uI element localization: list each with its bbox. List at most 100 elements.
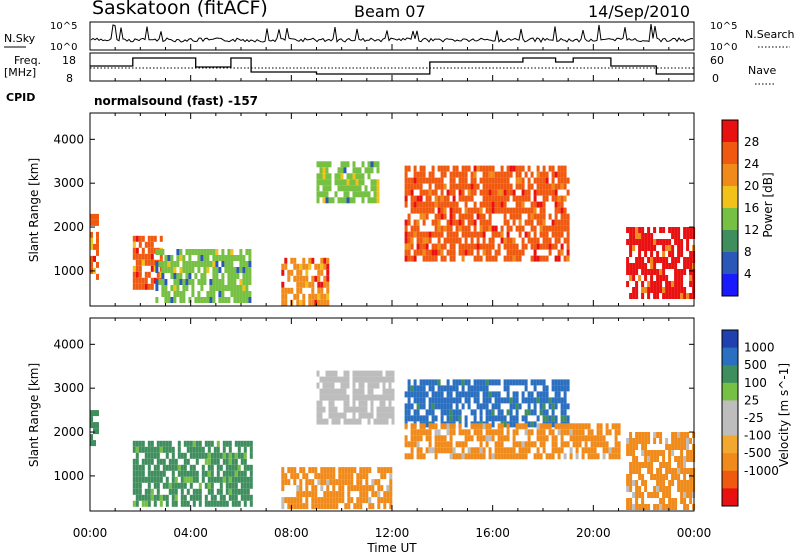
heatmap-cell <box>302 293 306 300</box>
heatmap-cell <box>677 474 681 480</box>
heatmap-cell <box>554 225 558 232</box>
heatmap-cell <box>497 195 501 202</box>
heatmap-cell <box>437 397 441 404</box>
heatmap-cell <box>407 403 411 410</box>
heatmap-cell <box>536 243 540 250</box>
heatmap-cell <box>515 183 519 190</box>
heatmap-cell <box>173 285 177 291</box>
heatmap-cell <box>334 406 338 413</box>
heatmap-cell <box>533 207 537 214</box>
colorbar-swatch <box>722 330 738 349</box>
heatmap-cell <box>234 464 238 471</box>
heatmap-cell <box>488 415 492 422</box>
colorbar-swatch <box>722 453 738 472</box>
heatmap-cell <box>431 243 435 250</box>
heatmap-cell <box>647 456 651 462</box>
heatmap-cell <box>346 406 350 413</box>
heatmap-cell <box>341 473 345 480</box>
heatmap-cell <box>455 391 459 398</box>
heatmap-cell <box>332 491 336 498</box>
heatmap-cell <box>554 189 558 196</box>
heatmap-cell <box>470 195 474 202</box>
heatmap-cell <box>246 440 250 447</box>
heatmap-cell <box>551 429 555 436</box>
heatmap-cell <box>221 285 225 291</box>
heatmap-cell <box>325 167 329 174</box>
heatmap-cell <box>296 281 300 288</box>
heatmap-cell <box>231 488 235 495</box>
heatmap-cell <box>557 201 561 208</box>
heatmap-cell <box>352 400 356 407</box>
heatmap-cell <box>299 485 303 492</box>
heatmap-cell <box>367 167 371 174</box>
heatmap-cell <box>368 467 372 474</box>
heatmap-cell <box>518 213 522 220</box>
heatmap-cell <box>249 464 253 471</box>
velocity-colorbar <box>721 329 739 507</box>
heatmap-cell <box>506 453 510 460</box>
heatmap-cell <box>542 183 546 190</box>
heatmap-cell <box>560 441 564 448</box>
heatmap-cell <box>584 423 588 430</box>
heatmap-cell <box>632 245 636 251</box>
heatmap-cell <box>647 239 651 245</box>
heatmap-cell <box>527 441 531 448</box>
heatmap-cell <box>479 423 483 430</box>
heatmap-cell <box>512 195 516 202</box>
heatmap-cell <box>653 257 657 263</box>
heatmap-cell <box>343 167 347 174</box>
heatmap-cell <box>174 500 178 507</box>
heatmap-cell <box>156 476 160 483</box>
heatmap-cell <box>680 480 684 486</box>
heatmap-cell <box>218 267 222 273</box>
heatmap-cell <box>153 494 157 501</box>
heatmap-cell <box>641 492 645 498</box>
heatmap-cell <box>440 249 444 256</box>
heatmap-cell <box>512 415 516 422</box>
heatmap-cell <box>177 452 181 459</box>
heatmap-cell <box>533 441 537 448</box>
heatmap-cell <box>179 279 183 285</box>
heatmap-cell <box>629 293 633 299</box>
heatmap-cell <box>210 500 214 507</box>
heatmap-cell <box>677 287 681 293</box>
heatmap-cell <box>542 243 546 250</box>
heatmap-cell <box>207 458 211 465</box>
heatmap-cell <box>566 385 570 392</box>
heatmap-cell <box>659 462 663 468</box>
heatmap-cell <box>533 397 537 404</box>
heatmap-cell <box>482 201 486 208</box>
heatmap-cell <box>189 494 193 501</box>
heatmap-cell <box>391 412 395 419</box>
heatmap-cell <box>503 385 507 392</box>
heatmap-cell <box>560 243 564 250</box>
heatmap-cell <box>356 497 360 504</box>
heatmap-cell <box>331 382 335 389</box>
heatmap-cell <box>527 421 531 428</box>
heatmap-cell <box>230 279 234 285</box>
heatmap-cell <box>686 227 690 233</box>
heatmap-cell <box>138 494 142 501</box>
heatmap-cell <box>413 441 417 448</box>
heatmap-cell <box>596 435 600 442</box>
heatmap-cell <box>311 281 315 288</box>
heatmap-cell <box>533 421 537 428</box>
heatmap-cell <box>370 179 374 186</box>
heatmap-cell <box>668 486 672 492</box>
heatmap-cell <box>614 423 618 430</box>
heatmap-cell <box>218 297 222 303</box>
heatmap-cell <box>671 257 675 263</box>
heatmap-cell <box>373 185 377 192</box>
heatmap-cell <box>153 464 157 471</box>
heatmap-cell <box>317 275 321 282</box>
heatmap-cell <box>644 263 648 269</box>
heatmap-cell <box>407 231 411 238</box>
heatmap-cell <box>243 476 247 483</box>
heatmap-cell <box>316 179 320 186</box>
heatmap-cell <box>248 261 252 267</box>
heatmap-cell <box>503 379 507 386</box>
colorbar-swatch <box>722 488 738 507</box>
heatmap-cell <box>656 450 660 456</box>
heatmap-cell <box>233 273 237 279</box>
heatmap-cell <box>497 429 501 436</box>
